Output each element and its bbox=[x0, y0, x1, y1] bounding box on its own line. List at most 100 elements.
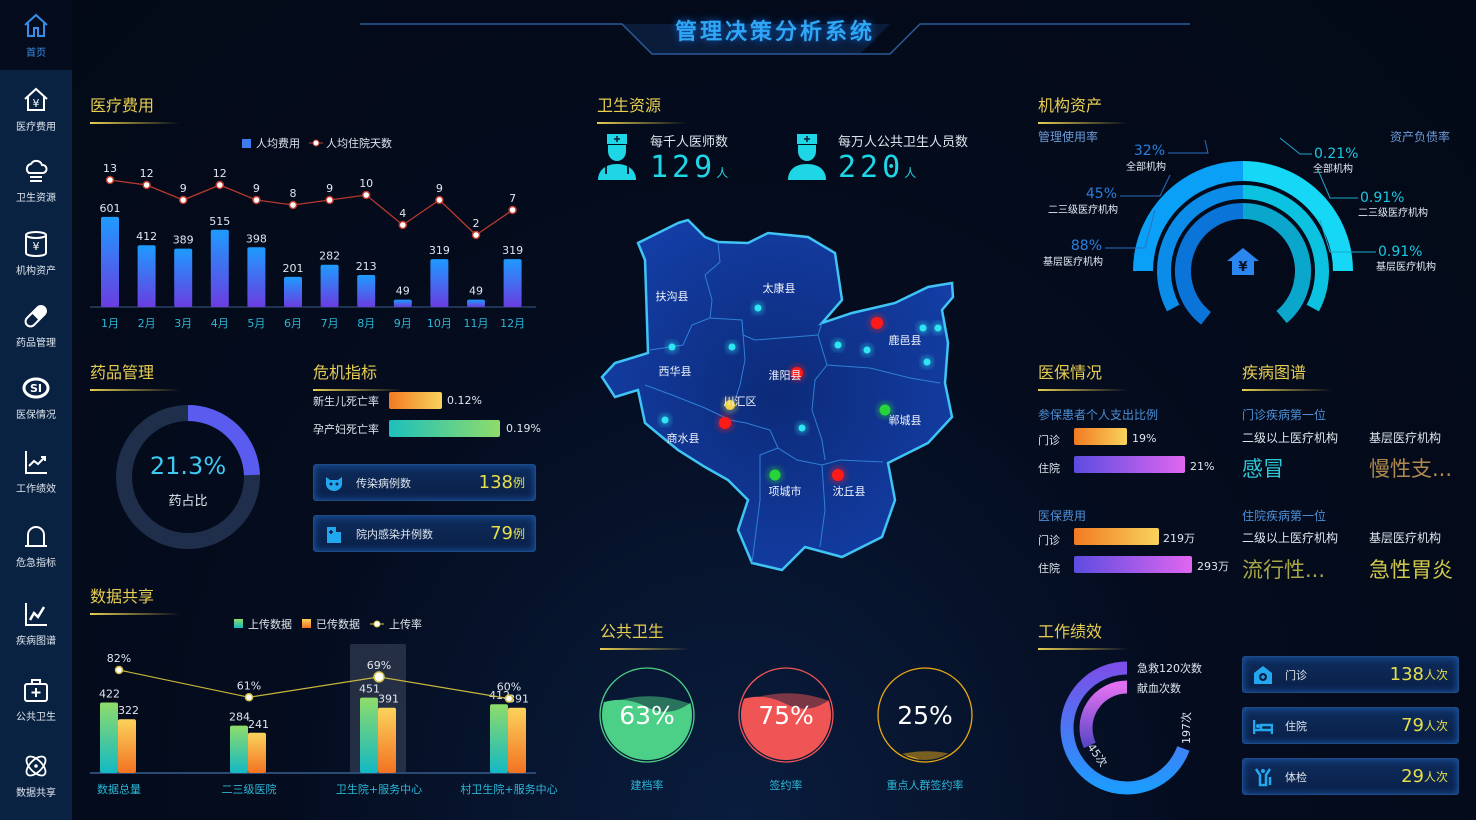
line-point bbox=[252, 195, 261, 205]
map-point-good[interactable] bbox=[879, 404, 891, 416]
leader-line bbox=[1319, 219, 1376, 253]
map-point-normal[interactable] bbox=[668, 343, 676, 351]
assets-gauge: 32%全部机构45%二三级医疗机构88%基层医疗机构0.21%全部机构0.91%… bbox=[1043, 137, 1436, 325]
sidebar-item-home[interactable]: 首页 bbox=[0, 0, 72, 70]
debt-rate-arc bbox=[1242, 161, 1353, 272]
line-point bbox=[244, 693, 254, 702]
sidebar-item-label: 疾病图谱 bbox=[16, 635, 56, 647]
house-yuan-icon: ¥ bbox=[1227, 248, 1259, 275]
performance-card-1[interactable]: 住院 79 人次 bbox=[1242, 707, 1459, 744]
leader-line bbox=[1168, 139, 1209, 154]
gauge-value: 75% bbox=[758, 701, 814, 730]
sidebar-item-label: 医保情况 bbox=[16, 409, 56, 421]
sidebar-item-3[interactable]: 药品管理 bbox=[0, 290, 72, 360]
rate-bar-maternal bbox=[389, 420, 500, 437]
card-label: 门诊 bbox=[1285, 668, 1307, 682]
map-point-warning-glow bbox=[722, 397, 738, 413]
bar-uploaded bbox=[490, 704, 508, 773]
map-point-normal-glow bbox=[831, 338, 845, 352]
map-point-normal[interactable] bbox=[834, 341, 842, 349]
map-point-normal-glow bbox=[795, 421, 809, 435]
hospital-infection-card[interactable]: 院内感染并例数 79 例 bbox=[313, 515, 536, 552]
bar-label: 451 bbox=[359, 683, 380, 696]
line-label: 60% bbox=[497, 681, 521, 694]
map-point-alert[interactable] bbox=[791, 367, 803, 379]
map-point-normal[interactable] bbox=[863, 346, 871, 354]
map-point-normal[interactable] bbox=[754, 304, 762, 312]
map-point-alert-glow bbox=[829, 466, 847, 484]
x-tick-label: 7月 bbox=[321, 317, 339, 330]
drug-ratio-value: 21.3% bbox=[149, 452, 227, 480]
line-point bbox=[105, 175, 115, 185]
section-title-drug: 药品管理 bbox=[90, 359, 181, 391]
performance-card-0[interactable]: 门诊 138 人次 bbox=[1242, 656, 1459, 693]
line-point bbox=[508, 205, 517, 215]
leader-line bbox=[1105, 209, 1156, 249]
map-point-alert[interactable] bbox=[871, 317, 883, 329]
disease-value: 流行性... bbox=[1242, 558, 1326, 582]
bar-cost bbox=[393, 299, 412, 307]
insurance-ratio-title: 参保患者个人支出比例 bbox=[1038, 408, 1159, 422]
map-point-normal[interactable] bbox=[661, 416, 669, 424]
sidebar-item-9[interactable]: 数据共享 bbox=[0, 740, 72, 810]
rate-bar-newborn bbox=[389, 392, 442, 409]
line-point bbox=[178, 195, 188, 205]
leader-line bbox=[1317, 169, 1358, 199]
bar-label: 391 bbox=[508, 693, 529, 706]
sidebar-item-2[interactable]: ¥ 机构资产 bbox=[0, 218, 72, 288]
sidebar-item-label: 危急指标 bbox=[16, 557, 56, 569]
line-label: 9 bbox=[180, 182, 187, 195]
line-label: 12 bbox=[213, 167, 227, 180]
bar-transferred bbox=[378, 707, 396, 773]
map-point-normal-glow bbox=[658, 413, 672, 427]
map-region-label: 商水县 bbox=[667, 431, 700, 445]
sidebar: 首页 ¥ 医疗费用 卫生资源 ¥ 机构资产药品管理 SI 医保情况 工作绩效危急指标疾病图谱公… bbox=[0, 0, 72, 820]
ring-legend: 献血次数 bbox=[1137, 682, 1181, 695]
debt-rate-value: 0.91% bbox=[1378, 244, 1422, 260]
svg-text:¥: ¥ bbox=[33, 97, 40, 110]
line-label: 9 bbox=[253, 182, 260, 195]
map-point-normal[interactable] bbox=[798, 424, 806, 432]
map-outline bbox=[600, 218, 955, 572]
x-tick-label: 5月 bbox=[247, 317, 265, 330]
nurse-icon bbox=[788, 134, 826, 180]
sidebar-item-label: 药品管理 bbox=[16, 337, 56, 349]
infectious-cases-card[interactable]: 传染病例数 138 例 bbox=[313, 464, 536, 501]
row-label: 门诊 bbox=[1038, 434, 1060, 447]
pill-icon bbox=[24, 304, 47, 327]
legend-swatch-dot bbox=[373, 620, 381, 628]
sidebar-item-7[interactable]: 疾病图谱 bbox=[0, 588, 72, 658]
stat-label: 每万人公共卫生人员数 bbox=[838, 135, 969, 150]
map-point-good[interactable] bbox=[769, 469, 781, 481]
row-value: 293万 bbox=[1197, 560, 1229, 573]
line-label: 8 bbox=[290, 187, 297, 200]
card-unit: 人次 bbox=[1423, 770, 1448, 784]
atom-icon bbox=[25, 755, 47, 776]
line-label: 12 bbox=[140, 167, 154, 180]
map-point-normal[interactable] bbox=[919, 324, 927, 332]
map-point-normal[interactable] bbox=[728, 343, 736, 351]
sidebar-item-4[interactable]: SI 医保情况 bbox=[0, 362, 72, 432]
sidebar-item-label: 公共卫生 bbox=[16, 711, 56, 723]
performance-card-2[interactable]: 体检 29 人次 bbox=[1242, 758, 1459, 795]
map-region-label: 扶沟县 bbox=[656, 289, 689, 303]
house-yuan-icon: ¥ bbox=[24, 87, 48, 111]
sidebar-item-0[interactable]: ¥ 医疗费用 bbox=[0, 74, 72, 144]
data-share-chart: 上传数据 已传数据 上传率422322数据总量284241二三级医院451391卫生… bbox=[90, 617, 558, 796]
map-point-alert[interactable] bbox=[832, 469, 844, 481]
line-label: 13 bbox=[103, 162, 117, 175]
sidebar-item-8[interactable]: 公共卫生 bbox=[0, 664, 72, 734]
sidebar-item-6[interactable]: 危急指标 bbox=[0, 510, 72, 580]
line-point bbox=[373, 671, 385, 683]
map-point-normal[interactable] bbox=[923, 358, 931, 366]
bar-cost bbox=[430, 259, 449, 307]
sidebar-item-5[interactable]: 工作绩效 bbox=[0, 436, 72, 506]
map-point-warning[interactable] bbox=[725, 400, 735, 410]
map-point-normal-glow bbox=[931, 321, 945, 335]
sidebar-item-1[interactable]: 卫生资源 bbox=[0, 145, 72, 215]
stat-label: 每千人医师数 bbox=[650, 135, 729, 150]
usage-rate-title: 管理使用率 bbox=[1038, 130, 1099, 144]
map-point-alert[interactable] bbox=[719, 417, 731, 429]
debt-rate-label: 全部机构 bbox=[1313, 162, 1353, 175]
map-point-normal[interactable] bbox=[934, 324, 942, 332]
